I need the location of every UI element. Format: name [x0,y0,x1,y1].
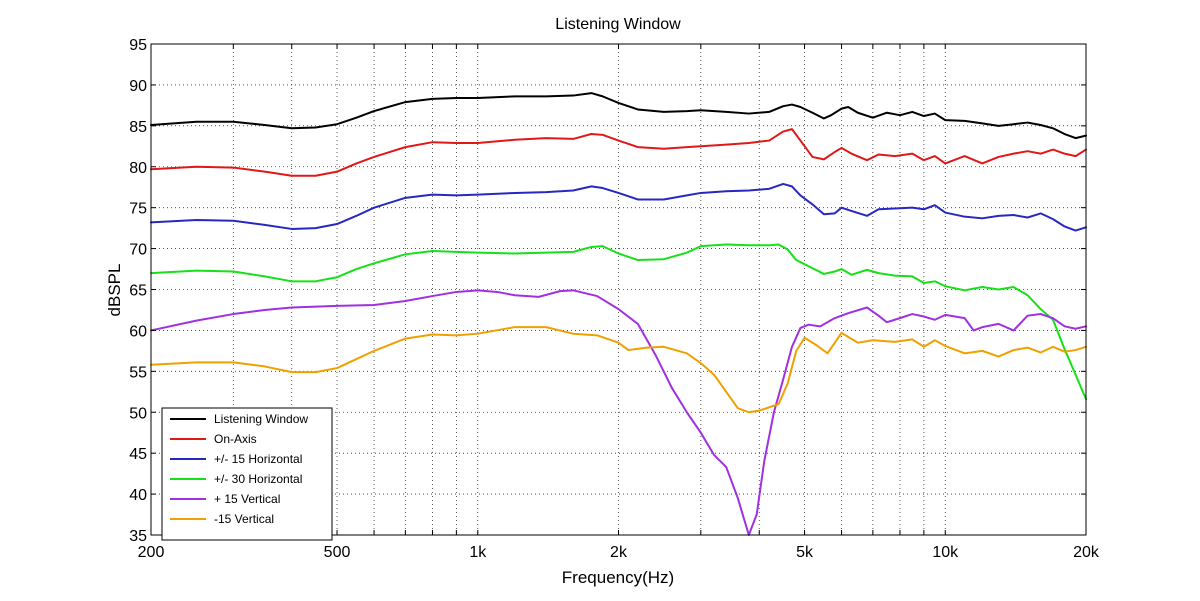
series-line-6 [150,326,1087,414]
chart-title: Listening Window [555,16,681,33]
y-tick-label: 50 [129,405,147,422]
legend-label: Listening Window [214,412,308,426]
legend-label: -15 Vertical [214,512,274,526]
y-tick-label: 40 [129,487,147,504]
x-tick-label: 1k [469,544,487,561]
legend-label: +/- 30 Horizontal [214,472,302,486]
y-tick-label: 45 [129,446,147,463]
y-tick-label: 65 [129,283,147,300]
legend-label: +/- 15 Horizontal [214,452,302,466]
x-tick-label: 5k [796,544,814,561]
y-tick-label: 35 [129,528,147,545]
series-line-1 [150,92,1087,140]
y-tick-label: 90 [129,78,147,95]
series-line-3 [150,182,1087,232]
legend-label: + 15 Vertical [214,492,280,506]
y-tick-label: 70 [129,242,147,259]
legend: Listening Window On-Axis +/- 15 Horizontal… [161,407,333,541]
series-layer [150,92,1087,536]
y-axis-label: dBSPL [105,264,124,317]
x-tick-label: 20k [1073,544,1100,561]
x-tick-label: 10k [932,544,959,561]
axis-ticks: 35 40 45 50 55 60 65 70 75 80 85 90 95 200 500 1k 2k 5k 10… [129,37,1100,561]
y-tick-label: 80 [129,160,147,177]
series-line-2 [150,128,1087,177]
series-line-5 [150,289,1087,536]
x-tick-label: 200 [138,544,165,561]
x-axis-label: Frequency(Hz) [562,568,674,587]
y-tick-label: 55 [129,364,147,381]
y-tick-label: 75 [129,201,147,218]
legend-label: On-Axis [214,432,257,446]
y-tick-label: 60 [129,323,147,340]
y-tick-label: 85 [129,119,147,136]
y-tick-label: 95 [129,37,147,54]
series-line-4 [150,243,1087,401]
x-tick-label: 2k [610,544,628,561]
x-tick-label: 500 [324,544,351,561]
